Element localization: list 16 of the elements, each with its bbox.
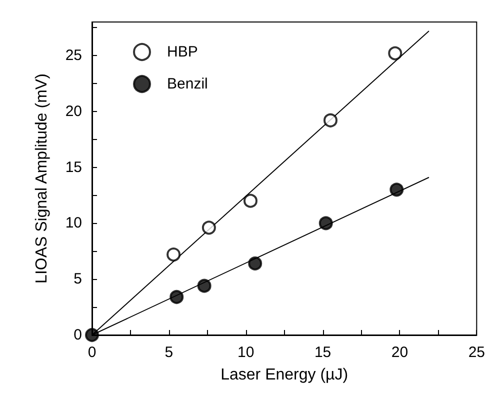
- y-tick-label: 0: [74, 326, 82, 344]
- x-tick-label: 10: [238, 344, 254, 361]
- x-tick-label: 20: [391, 344, 408, 361]
- legend-label: HBP: [167, 44, 198, 60]
- y-tick-label: 10: [65, 214, 82, 232]
- legend-label: Benzil: [167, 76, 208, 92]
- y-tick-label: 5: [74, 270, 82, 288]
- y-tick-label: 25: [65, 47, 82, 64]
- x-tick-label: 15: [314, 344, 332, 361]
- y-tick-label: 15: [65, 158, 82, 176]
- y-axis-title: LIOAS Signal Amplitude (mV): [34, 74, 50, 284]
- x-axis-title: Laser Energy (µJ): [220, 366, 348, 384]
- x-tick-label: 0: [88, 344, 96, 361]
- y-tick-label: 20: [65, 102, 82, 120]
- x-tick-label: 25: [468, 344, 485, 361]
- x-tick-label: 5: [164, 344, 174, 361]
